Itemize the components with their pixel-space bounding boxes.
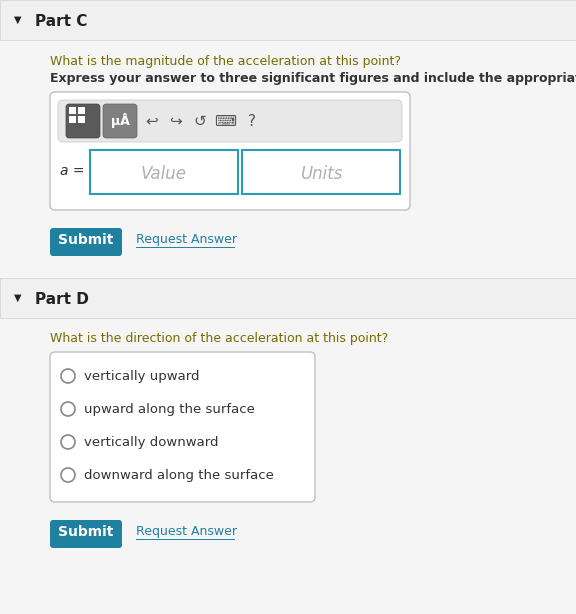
FancyBboxPatch shape bbox=[58, 100, 402, 142]
Text: Part D: Part D bbox=[35, 292, 89, 307]
Bar bbox=[0, 278, 576, 318]
Text: ▼: ▼ bbox=[14, 15, 22, 25]
Bar bbox=[78, 107, 85, 114]
Text: upward along the surface: upward along the surface bbox=[84, 403, 255, 416]
FancyBboxPatch shape bbox=[50, 228, 122, 256]
FancyBboxPatch shape bbox=[50, 520, 122, 548]
Bar bbox=[78, 116, 85, 123]
Bar bbox=[90, 150, 238, 194]
Text: Units: Units bbox=[300, 165, 342, 183]
Text: What is the magnitude of the acceleration at this point?: What is the magnitude of the acceleratio… bbox=[50, 55, 401, 68]
Text: ▼: ▼ bbox=[14, 293, 22, 303]
Text: downward along the surface: downward along the surface bbox=[84, 469, 274, 482]
Text: Submit: Submit bbox=[58, 233, 113, 247]
FancyBboxPatch shape bbox=[50, 352, 315, 502]
Text: ↪: ↪ bbox=[169, 114, 183, 128]
Text: Express your answer to three significant figures and include the appropriate uni: Express your answer to three significant… bbox=[50, 72, 576, 85]
FancyBboxPatch shape bbox=[66, 104, 100, 138]
Text: μÅ: μÅ bbox=[111, 114, 130, 128]
Text: vertically upward: vertically upward bbox=[84, 370, 199, 383]
Text: Part C: Part C bbox=[35, 14, 88, 29]
Text: What is the direction of the acceleration at this point?: What is the direction of the acceleratio… bbox=[50, 332, 388, 345]
Text: a =: a = bbox=[60, 164, 85, 178]
Bar bbox=[69, 107, 76, 114]
FancyBboxPatch shape bbox=[103, 104, 137, 138]
Bar bbox=[69, 116, 76, 123]
Text: vertically downward: vertically downward bbox=[84, 436, 218, 449]
Text: ↺: ↺ bbox=[194, 114, 206, 128]
Bar bbox=[0, 0, 576, 40]
Text: ⌨: ⌨ bbox=[214, 114, 236, 128]
FancyBboxPatch shape bbox=[50, 92, 410, 210]
Text: ↩: ↩ bbox=[146, 114, 158, 128]
Text: Submit: Submit bbox=[58, 525, 113, 539]
Text: Request Answer: Request Answer bbox=[136, 233, 237, 246]
Text: ?: ? bbox=[248, 114, 256, 128]
Bar bbox=[242, 150, 400, 194]
Text: Request Answer: Request Answer bbox=[136, 525, 237, 538]
Text: Value: Value bbox=[141, 165, 187, 183]
